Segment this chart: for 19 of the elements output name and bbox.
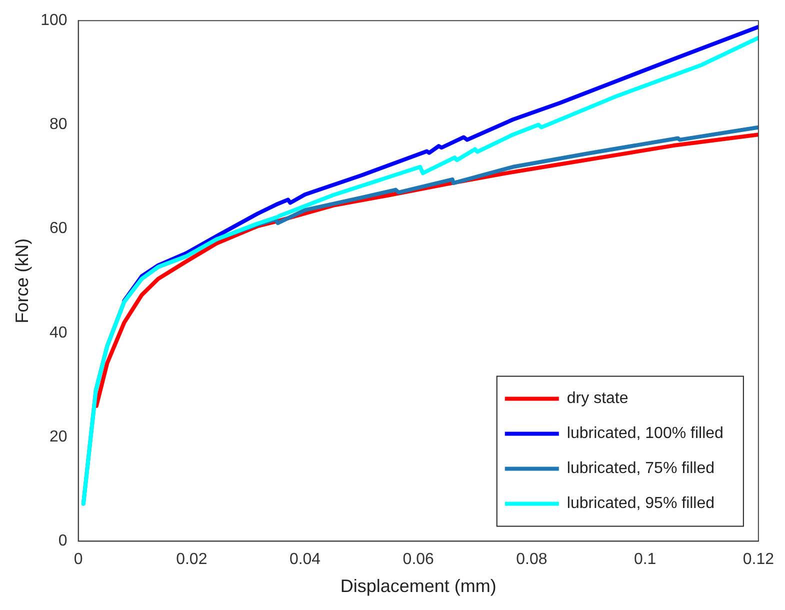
y-tick-label: 20 <box>50 428 68 446</box>
y-tick-label: 100 <box>40 12 68 30</box>
legend-label: lubricated, 100% filled <box>566 425 724 442</box>
x-tick-label: 0.04 <box>289 551 321 568</box>
x-tick-label: 0.06 <box>402 551 434 568</box>
y-tick-label: 60 <box>50 220 68 238</box>
y-tick-label: 40 <box>50 324 68 342</box>
y-axis-title: Force (kN) <box>12 238 32 324</box>
x-tick-label: 0.1 <box>634 551 656 568</box>
x-tick-label: 0.08 <box>516 551 548 568</box>
x-tick-label: 0 <box>74 551 83 568</box>
x-tick-label: 0.02 <box>176 551 208 568</box>
legend-label: dry state <box>566 390 628 408</box>
x-axis-title: Displacement (mm) <box>340 576 496 596</box>
legend-label: lubricated, 95% filled <box>566 495 715 512</box>
legend-label: lubricated, 75% filled <box>566 460 715 478</box>
y-tick-label: 80 <box>50 116 68 134</box>
y-tick-label: 0 <box>58 532 68 550</box>
x-tick-label: 0.12 <box>742 551 774 568</box>
